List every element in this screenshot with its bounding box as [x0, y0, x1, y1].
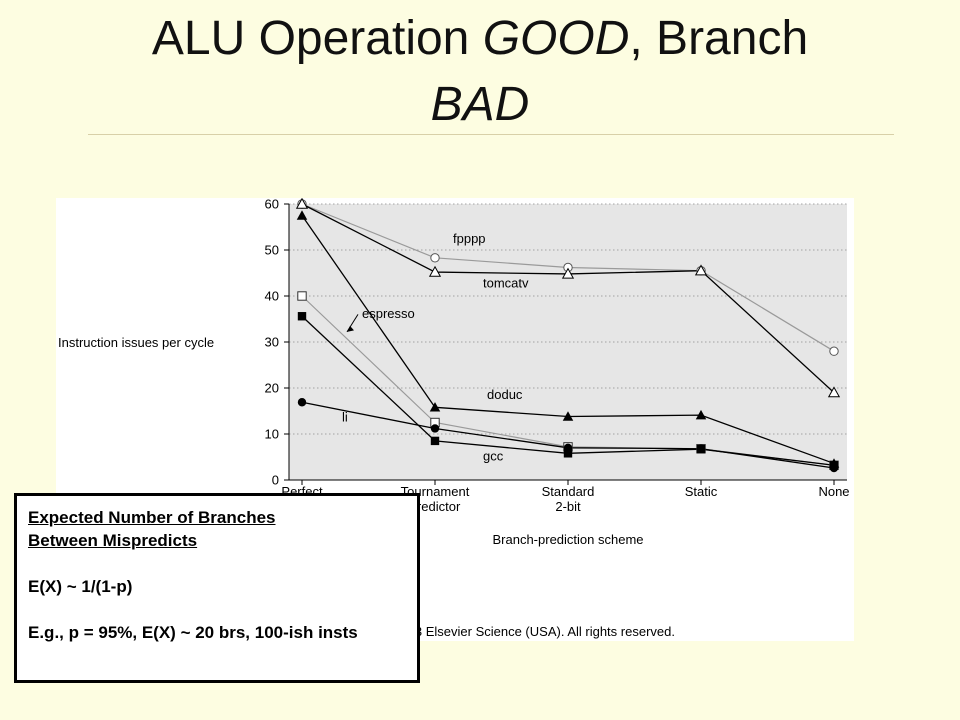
callout-spacer-2	[28, 598, 417, 621]
marker-square-filled	[829, 461, 839, 470]
y-tick-label: 30	[265, 335, 279, 350]
marker-square-filled	[563, 449, 573, 458]
marker-triangle-open	[561, 267, 575, 279]
marker-circle-filled	[430, 424, 440, 433]
x-axis-label: Branch-prediction scheme	[492, 532, 643, 547]
title-part1: ALU Operation	[151, 12, 483, 65]
marker-triangle-filled	[695, 409, 707, 420]
marker-triangle-open	[827, 386, 841, 398]
x-tick-label: Static	[685, 484, 718, 499]
x-tick-label: predictor	[410, 499, 461, 514]
callout-spacer	[28, 552, 417, 575]
marker-square-filled	[696, 444, 706, 454]
callout-heading-line-2: Between Mispredicts	[28, 531, 198, 550]
x-tick-label: None	[818, 484, 849, 499]
title-good: GOOD	[482, 12, 630, 65]
y-tick-label: 20	[265, 381, 279, 396]
marker-square-filled	[430, 436, 440, 446]
title-divider	[88, 134, 894, 135]
marker-circle-open	[430, 253, 440, 263]
marker-triangle-filled	[296, 210, 308, 220]
marker-triangle-filled	[562, 411, 574, 421]
marker-square-filled	[297, 312, 307, 321]
callout-box: Expected Number of Branches Between Misp…	[14, 493, 420, 683]
slide-title: ALU Operation GOOD, Branch BAD	[0, 6, 960, 138]
series-label-tomcatv: tomcatv	[483, 276, 529, 291]
marker-triangle-open	[295, 197, 309, 209]
y-axis-label: Instruction issues per cycle	[58, 335, 214, 350]
series-label-espresso: espresso	[362, 306, 415, 321]
title-bad: BAD	[430, 78, 530, 131]
marker-square-open	[297, 291, 307, 301]
series-label-gcc: gcc	[483, 449, 504, 464]
marker-circle-open	[829, 346, 839, 356]
y-tick-label: 10	[265, 427, 279, 442]
title-part2: , Branch	[629, 12, 809, 65]
y-tick-label: 40	[265, 289, 279, 304]
x-tick-label: Standard	[542, 484, 595, 499]
callout-heading-line-1: Expected Number of Branches	[28, 508, 276, 527]
y-tick-label: 60	[265, 198, 279, 212]
callout-formula: E(X) ~ 1/(1-p)	[28, 577, 133, 596]
series-label-doduc: doduc	[487, 387, 523, 402]
marker-triangle-open	[694, 264, 708, 276]
y-tick-label: 0	[272, 473, 279, 488]
copyright-text: © 2003 Elsevier Science (USA). All right…	[380, 624, 675, 639]
series-label-li: li	[342, 410, 348, 425]
plot-area	[289, 204, 847, 480]
series-label-fpppp: fpppp	[453, 231, 486, 246]
y-tick-label: 50	[265, 243, 279, 258]
callout-example: E.g., p = 95%, E(X) ~ 20 brs, 100-ish in…	[28, 623, 358, 642]
marker-circle-filled	[297, 398, 307, 407]
marker-triangle-filled	[429, 402, 441, 412]
espresso-arrow-head	[347, 325, 354, 332]
marker-triangle-open	[428, 265, 442, 277]
x-tick-label: 2-bit	[555, 499, 581, 514]
title-line-2: BAD	[0, 72, 960, 138]
title-line-1: ALU Operation GOOD, Branch	[0, 6, 960, 72]
